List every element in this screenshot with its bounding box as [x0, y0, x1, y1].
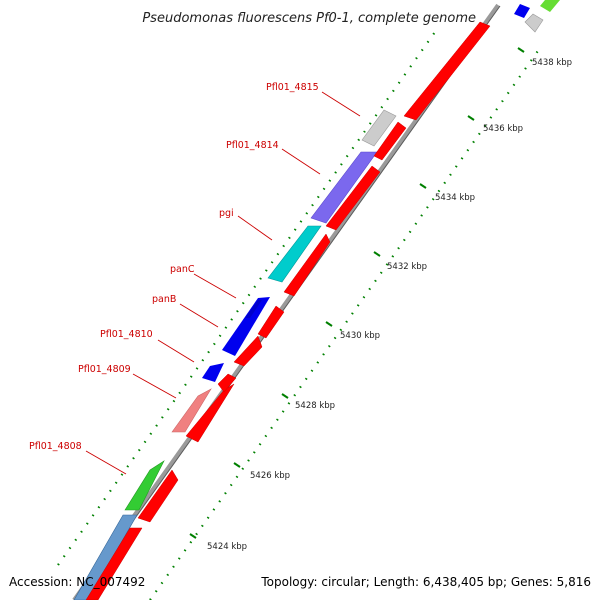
forward-gene [137, 469, 179, 523]
tick-mark [325, 321, 333, 327]
tick-label: 5434 kbp [435, 193, 475, 203]
forward-gene [85, 527, 143, 600]
tick-mark [419, 183, 427, 189]
scale-ticks: 5424 kbp 5426 kbp 5428 kbp 5430 kbp 5432… [189, 47, 572, 552]
forward-gene [217, 373, 237, 393]
gene-label-pfl01-4808: Pfl01_4808 [29, 441, 82, 452]
tick-mark [517, 47, 525, 53]
gene-labels: Pfl01_4808 Pfl01_4809 Pfl01_4810 panB pa… [29, 82, 319, 452]
tick-label: 5424 kbp [207, 542, 247, 552]
forward-gene [403, 21, 491, 121]
tick-mark [189, 533, 197, 539]
forward-gene [257, 305, 285, 339]
forward-gene [233, 335, 263, 367]
inner-tick-guide [149, 47, 541, 600]
tick-mark [467, 115, 475, 121]
map-title: Pseudomonas fluorescens Pf0-1, complete … [142, 11, 476, 26]
gene-label-panb: panB [152, 294, 176, 305]
tick-mark [233, 462, 241, 468]
forward-gene [185, 383, 235, 443]
gene-label-pfl01-4815: Pfl01_4815 [266, 82, 319, 93]
tick-mark [281, 393, 289, 399]
gene-label-pfl01-4809: Pfl01_4809 [78, 364, 131, 375]
gene-label-pfl01-4810: Pfl01_4810 [100, 329, 153, 340]
tick-label: 5430 kbp [340, 331, 380, 341]
accession-text: Accession: NC_007492 [9, 575, 145, 589]
reverse-strand [73, 0, 560, 600]
gene-block-pgi [267, 225, 322, 283]
gene-block-top-grey [524, 13, 544, 33]
forward-gene [283, 233, 331, 297]
gene-block-top-blue [514, 4, 530, 18]
gene-block-pfl01-4815 [361, 109, 397, 147]
tick-label: 5426 kbp [250, 471, 290, 481]
gene-block-pfl01-4807 [73, 514, 138, 600]
tick-label: 5428 kbp [295, 401, 335, 411]
tick-label: 5432 kbp [387, 262, 427, 272]
gene-label-pgi: pgi [219, 208, 234, 219]
forward-strand [85, 21, 491, 600]
gene-block-top-green [540, 0, 560, 12]
topology-text: Topology: circular; Length: 6,438,405 bp… [260, 575, 591, 589]
gene-label-pfl01-4814: Pfl01_4814 [226, 140, 279, 151]
gene-block-panb [222, 297, 270, 356]
gene-block-panc [245, 300, 262, 318]
gene-block-pfl01-4809 [171, 388, 212, 433]
gene-block-pfl01-4810 [202, 363, 224, 382]
tick-mark [373, 251, 381, 257]
tick-label: 5438 kbp [532, 58, 572, 68]
leader-lines [85, 91, 361, 475]
backbone-shadow [76, 5, 501, 600]
gene-block-pfl01-4808 [124, 460, 165, 511]
gene-label-panc: panC [170, 264, 195, 275]
tick-label: 5436 kbp [483, 124, 523, 134]
forward-gene [325, 165, 381, 231]
forward-gene [373, 121, 407, 161]
outer-tick-guide [57, 31, 436, 566]
